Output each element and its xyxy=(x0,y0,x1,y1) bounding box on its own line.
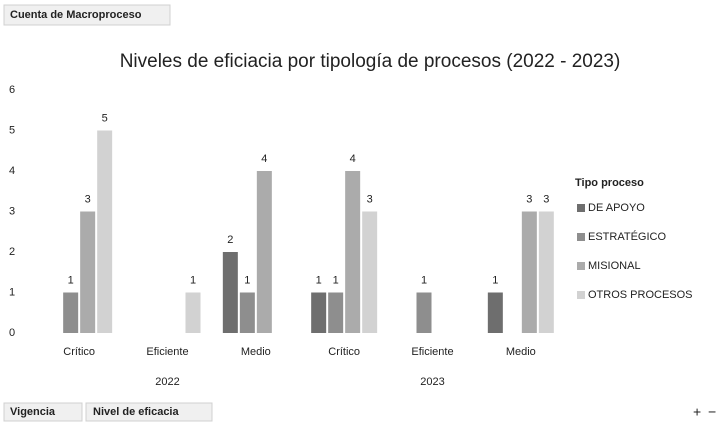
axis-field: Nivel de eficacia xyxy=(93,406,179,418)
y-tick-label: 0 xyxy=(9,327,15,339)
legend-swatch xyxy=(577,204,585,212)
legend-label: MISIONAL xyxy=(588,260,641,272)
y-tick-label: 3 xyxy=(9,205,15,217)
legend-label: OTROS PROCESOS xyxy=(588,289,693,301)
data-label: 1 xyxy=(421,274,427,286)
axis-field-button[interactable] xyxy=(85,402,213,422)
data-label: 4 xyxy=(261,153,267,165)
y-tick-label: 2 xyxy=(9,246,15,258)
data-label: 1 xyxy=(333,274,339,286)
bar xyxy=(222,252,238,333)
bar xyxy=(97,130,113,333)
data-label: 5 xyxy=(102,112,108,124)
x-tick-label: Crítico xyxy=(63,346,95,358)
data-label: 3 xyxy=(367,193,373,205)
bar xyxy=(80,211,96,333)
bar xyxy=(487,292,503,333)
data-label: 2 xyxy=(227,234,233,246)
bar xyxy=(63,292,79,333)
y-tick-label: 6 xyxy=(9,84,15,96)
chart-title: Niveles de eficiacia por tipología de pr… xyxy=(120,51,621,72)
axis-field-button[interactable] xyxy=(3,402,83,422)
data-label: 4 xyxy=(350,153,356,165)
legend-title: Tipo proceso xyxy=(575,177,644,189)
data-label: 1 xyxy=(244,274,250,286)
x-group-label: 2022 xyxy=(155,376,179,388)
bar xyxy=(185,292,201,333)
bar xyxy=(538,211,554,333)
bar xyxy=(328,292,344,333)
legend-swatch xyxy=(577,262,585,270)
bar xyxy=(239,292,255,333)
x-group-label: 2023 xyxy=(420,376,444,388)
zoom-out[interactable]: − xyxy=(708,404,716,420)
legend-label: ESTRATÉGICO xyxy=(588,230,666,243)
bar xyxy=(362,211,378,333)
legend-label: DE APOYO xyxy=(588,202,645,214)
bar xyxy=(256,171,272,333)
bar xyxy=(311,292,327,333)
legend-swatch xyxy=(577,291,585,299)
data-label: 3 xyxy=(85,193,91,205)
data-label: 1 xyxy=(68,274,74,286)
data-label: 1 xyxy=(316,274,322,286)
data-label: 3 xyxy=(543,193,549,205)
x-tick-label: Eficiente xyxy=(411,346,453,358)
x-tick-label: Medio xyxy=(241,346,271,358)
data-label: 3 xyxy=(526,193,532,205)
bar xyxy=(416,292,432,333)
x-tick-label: Crítico xyxy=(328,346,360,358)
y-tick-label: 4 xyxy=(9,165,15,177)
bar xyxy=(345,171,361,333)
data-label: 1 xyxy=(492,274,498,286)
x-tick-label: Eficiente xyxy=(146,346,188,358)
y-tick-label: 1 xyxy=(9,286,15,298)
legend-swatch xyxy=(577,233,585,241)
y-tick-label: 5 xyxy=(9,124,15,136)
zoom-in[interactable]: + xyxy=(693,404,701,420)
values-field: Cuenta de Macroproceso xyxy=(10,9,142,21)
axis-field: Vigencia xyxy=(10,406,56,418)
x-tick-label: Medio xyxy=(506,346,536,358)
data-label: 1 xyxy=(190,274,196,286)
values-field-button[interactable] xyxy=(3,4,171,26)
bar xyxy=(521,211,537,333)
